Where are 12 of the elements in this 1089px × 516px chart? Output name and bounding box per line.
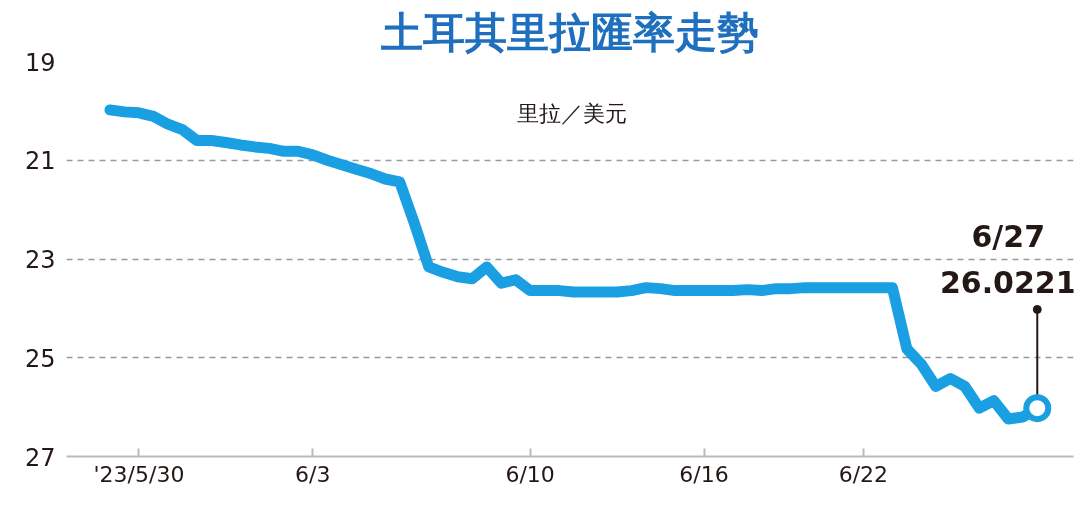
x-tick-label: 6/10 (505, 461, 555, 487)
y-tick-label: 27 (24, 443, 56, 472)
x-tick-label: 6/22 (838, 461, 889, 487)
y-tick-label: 19 (24, 48, 56, 77)
y-tick-label: 25 (24, 344, 56, 373)
chart-title: 土耳其里拉匯率走勢 (380, 7, 759, 57)
x-tick-label: 6/3 (295, 461, 331, 487)
y-axis-title: 里拉／美元 (516, 100, 627, 126)
x-tick-label: '23/5/30 (93, 461, 185, 487)
y-tick-label: 21 (24, 147, 56, 176)
x-tick-label: 6/16 (679, 461, 729, 487)
y-tick-label: 23 (24, 246, 56, 274)
